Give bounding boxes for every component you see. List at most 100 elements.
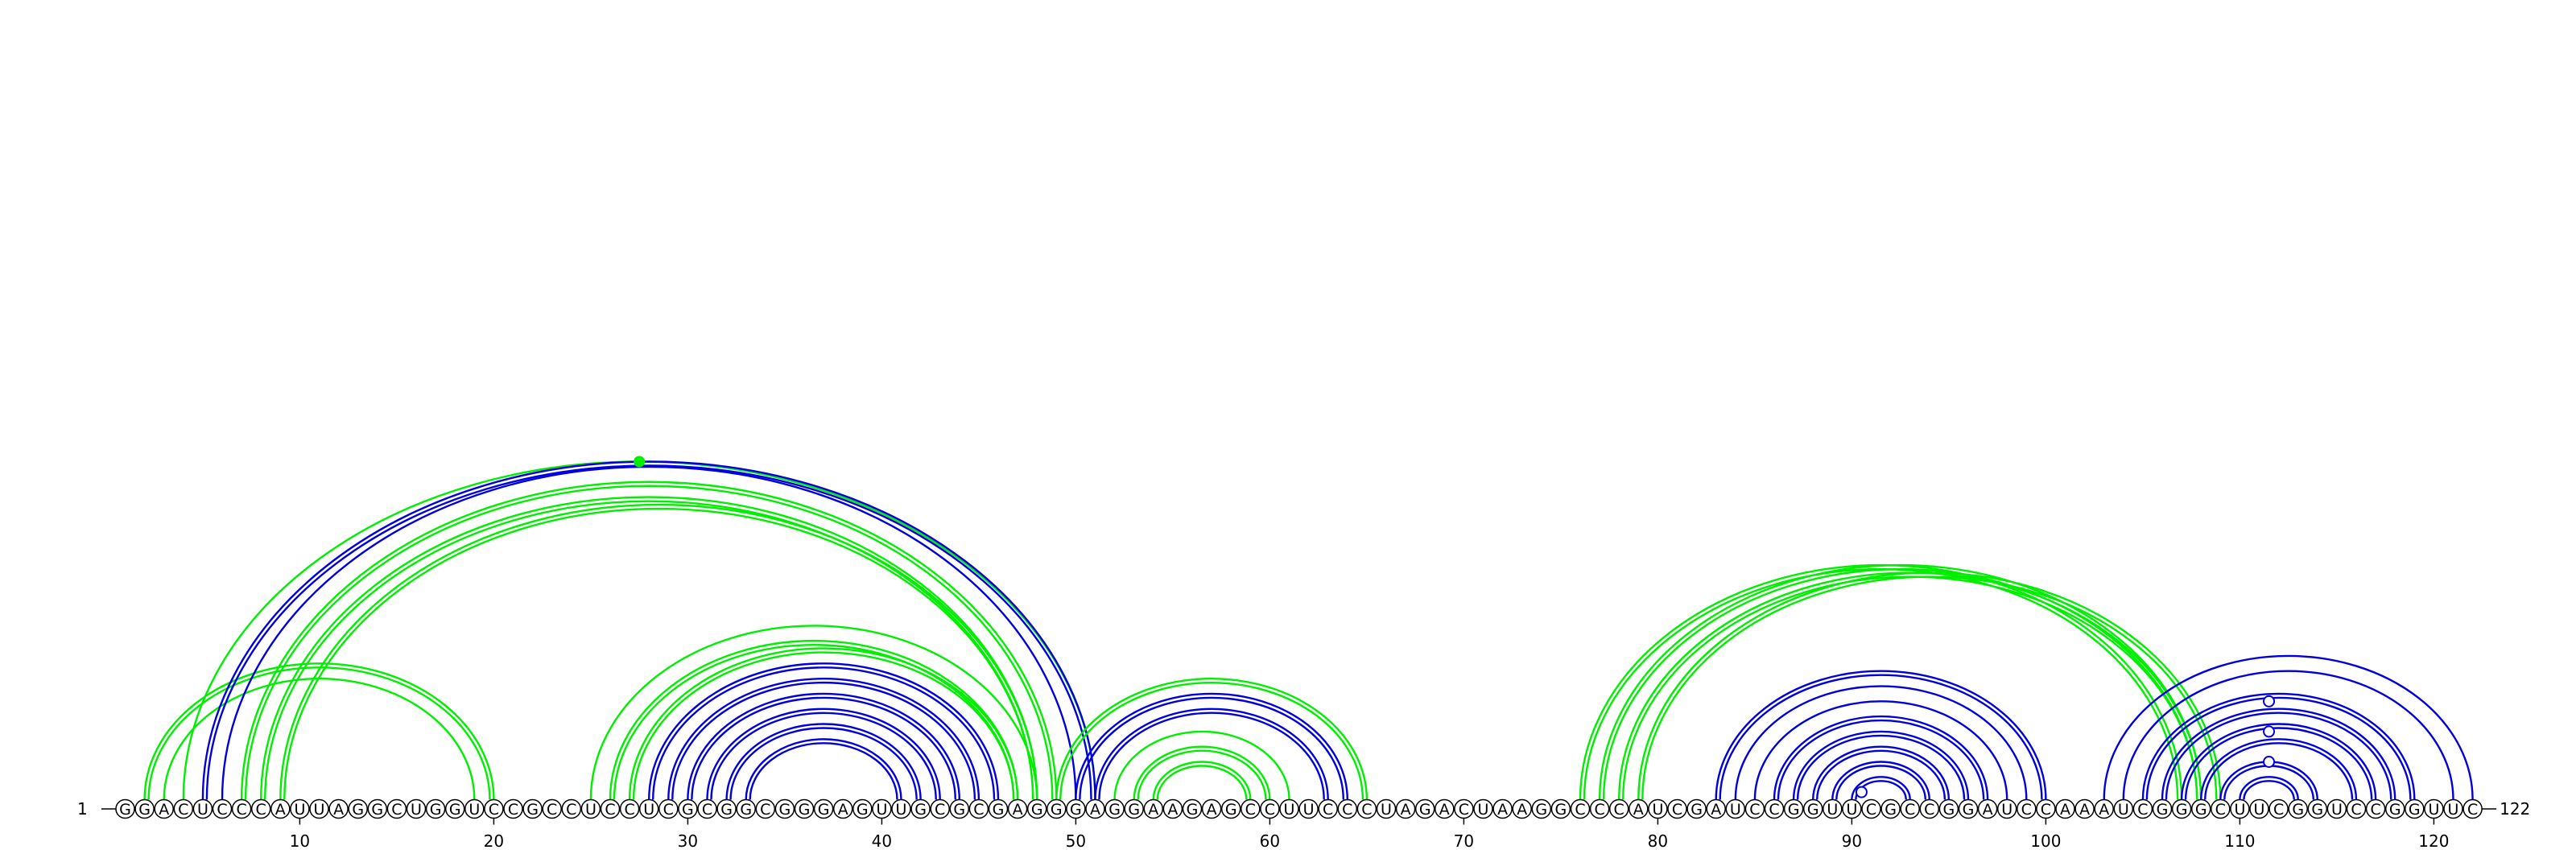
pair-arc-31-43 bbox=[706, 707, 941, 800]
nucleotide-85-letter: C bbox=[1749, 801, 1760, 819]
nucleotide-22: G bbox=[522, 798, 543, 819]
tick-label-100: 100 bbox=[2030, 831, 2061, 851]
nucleotide-99-letter: C bbox=[2021, 801, 2032, 819]
pair-arc-52-61 bbox=[1113, 730, 1290, 800]
nucleotide-121-letter: U bbox=[2448, 801, 2459, 819]
nucleotide-16-letter: U bbox=[411, 801, 422, 819]
nucleotide-6: C bbox=[212, 798, 233, 819]
nucleotide-13: G bbox=[348, 798, 368, 819]
nucleotide-76-circle bbox=[1570, 798, 1591, 819]
nucleotide-114-letter: G bbox=[2311, 801, 2323, 819]
pair-arc-108-116 bbox=[2200, 738, 2358, 800]
nucleotide-40: U bbox=[872, 798, 892, 819]
nucleotide-98-letter: U bbox=[2001, 801, 2013, 819]
arc-marker-90-91 bbox=[1855, 786, 1868, 798]
nucleotide-89-letter: U bbox=[1827, 801, 1838, 819]
nucleotide-122-circle bbox=[2462, 798, 2483, 819]
nucleotide-102: A bbox=[2074, 798, 2095, 819]
nucleotide-61-circle bbox=[1279, 798, 1299, 819]
nucleotide-94-letter: C bbox=[1924, 801, 1934, 819]
nucleotide-56-circle bbox=[1182, 798, 1203, 819]
nucleotide-7-circle bbox=[231, 798, 252, 819]
nucleotide-112: C bbox=[2268, 798, 2289, 819]
nucleotide-63-circle bbox=[1318, 798, 1338, 819]
nucleotide-17-letter: G bbox=[430, 801, 442, 819]
nucleotide-48-circle bbox=[1026, 798, 1047, 819]
nucleotide-75-letter: G bbox=[1555, 801, 1567, 819]
nucleotide-12-letter: A bbox=[333, 801, 344, 819]
nucleotide-43-circle bbox=[930, 798, 950, 819]
nucleotide-53: G bbox=[1124, 798, 1144, 819]
nucleotide-81-letter: C bbox=[1672, 801, 1682, 819]
nucleotide-24-letter: C bbox=[566, 801, 576, 819]
tick-label-10: 10 bbox=[290, 831, 310, 851]
nucleotide-9-circle bbox=[270, 798, 291, 819]
nucleotide-117: C bbox=[2365, 798, 2386, 819]
nucleotide-93: C bbox=[1900, 798, 1920, 819]
nucleotide-50-letter: G bbox=[1070, 801, 1082, 819]
nucleotide-66-letter: U bbox=[1381, 801, 1392, 819]
nucleotide-54-letter: A bbox=[1148, 801, 1158, 819]
nucleotide-38: A bbox=[832, 798, 853, 819]
nucleotide-3: A bbox=[154, 798, 174, 819]
arc-markers bbox=[634, 456, 2276, 798]
pair-arc-103-122 bbox=[2103, 654, 2474, 800]
pair-arc-110-113 bbox=[2239, 776, 2299, 800]
nucleotide-71-letter: U bbox=[1478, 801, 1489, 819]
nucleotide-60-letter: C bbox=[1265, 801, 1275, 819]
tick-label-90: 90 bbox=[1842, 831, 1862, 851]
pair-arc-28-46 bbox=[648, 662, 1000, 800]
nucleotide-118-circle bbox=[2384, 798, 2405, 819]
nucleotide-37-circle bbox=[813, 798, 834, 819]
nucleotide-14: G bbox=[367, 798, 388, 819]
nucleotide-6-letter: C bbox=[217, 801, 227, 819]
nucleotide-10-letter: U bbox=[294, 801, 305, 819]
nucleotide-80-letter: U bbox=[1652, 801, 1663, 819]
nucleotide-33-circle bbox=[736, 798, 756, 819]
pair-arc-106-118-inner bbox=[2165, 712, 2392, 800]
pair-arc-79-109-inner bbox=[1641, 575, 2218, 800]
nucleotide-110: U bbox=[2230, 798, 2250, 819]
nucleotide-91: C bbox=[1861, 798, 1881, 819]
nucleotide-12-circle bbox=[328, 798, 349, 819]
nucleotide-106-circle bbox=[2152, 798, 2173, 819]
nucleotide-111-circle bbox=[2249, 798, 2269, 819]
tick-label-70: 70 bbox=[1454, 831, 1474, 851]
nucleotide-17: G bbox=[425, 798, 446, 819]
nucleotide-46-circle bbox=[988, 798, 1009, 819]
nucleotide-32-letter: G bbox=[720, 801, 733, 819]
nucleotide-35-circle bbox=[774, 798, 795, 819]
nucleotide-18: G bbox=[444, 798, 465, 819]
nucleotide-73: A bbox=[1512, 798, 1532, 819]
nucleotide-19: U bbox=[464, 798, 485, 819]
nucleotide-11-circle bbox=[309, 798, 329, 819]
nucleotide-93-letter: C bbox=[1905, 801, 1915, 819]
nucleotide-39-circle bbox=[852, 798, 873, 819]
nucleotide-44-circle bbox=[949, 798, 970, 819]
nucleotide-119-circle bbox=[2405, 798, 2425, 819]
nucleotide-108-circle bbox=[2190, 798, 2211, 819]
nucleotide-109-circle bbox=[2211, 798, 2231, 819]
nucleotide-79: A bbox=[1629, 798, 1649, 819]
pair-arc-9-48 bbox=[279, 503, 1038, 800]
pair-arc-27-47-inner bbox=[632, 651, 1015, 800]
nucleotide-95-letter: G bbox=[1943, 801, 1955, 819]
nucleotide-118: G bbox=[2384, 798, 2405, 819]
nucleotide-13-letter: G bbox=[352, 801, 364, 819]
pair-arc-51-63-inner bbox=[1098, 712, 1325, 800]
nucleotide-113-circle bbox=[2288, 798, 2308, 819]
nucleotide-122-letter: C bbox=[2467, 801, 2478, 819]
nucleotide-83: A bbox=[1706, 798, 1726, 819]
nucleotide-100-letter: C bbox=[2041, 801, 2051, 819]
nucleotide-94-circle bbox=[1919, 798, 1940, 819]
nucleotide-98-circle bbox=[1996, 798, 2017, 819]
nucleotide-13-circle bbox=[348, 798, 368, 819]
pair-arc-110-113-inner bbox=[2243, 780, 2295, 800]
pair-arc-6-50 bbox=[221, 465, 1077, 800]
nucleotide-30: G bbox=[678, 798, 698, 819]
nucleotide-62-circle bbox=[1298, 798, 1319, 819]
nucleotide-19-letter: U bbox=[469, 801, 480, 819]
nucleotide-70-letter: C bbox=[1459, 801, 1469, 819]
nucleotide-117-circle bbox=[2365, 798, 2386, 819]
